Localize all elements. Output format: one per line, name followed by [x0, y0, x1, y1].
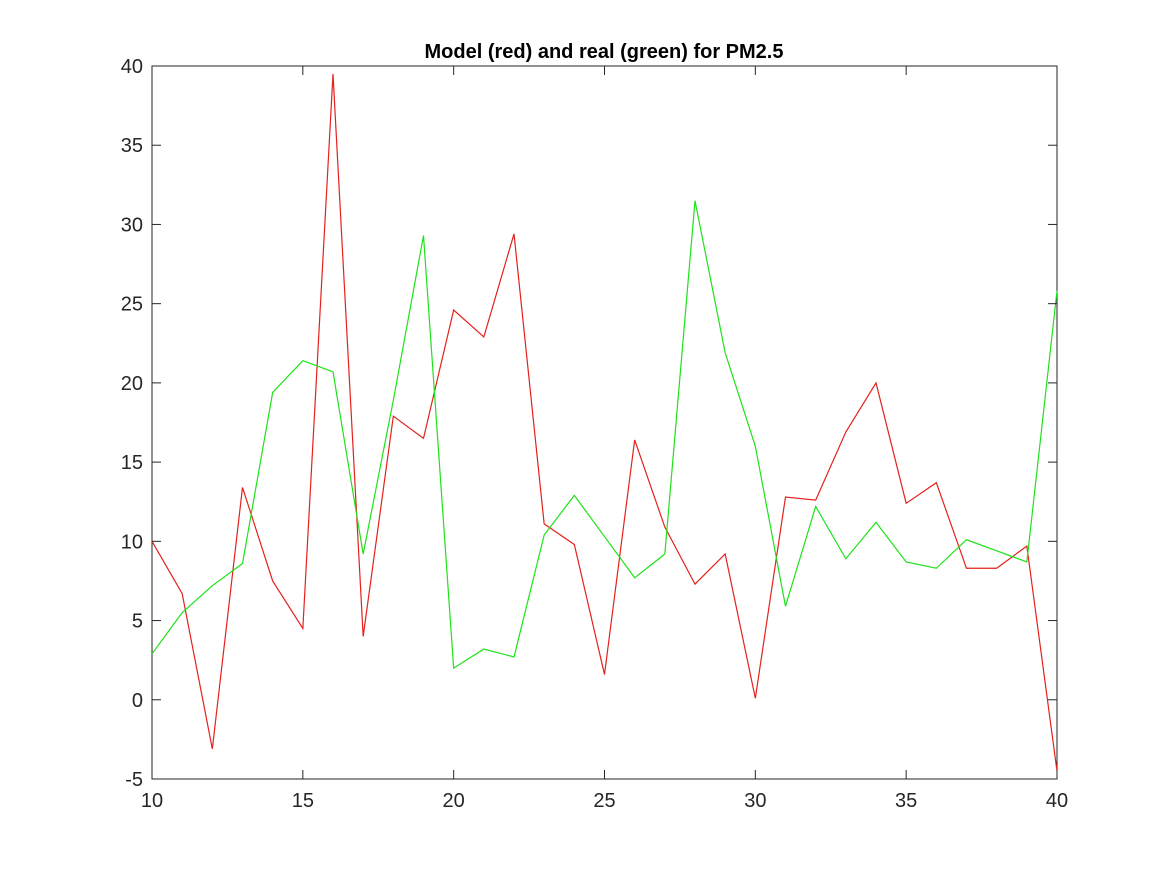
chart-title: Model (red) and real (green) for PM2.5 — [425, 41, 784, 63]
y-tick-label: 20 — [121, 373, 143, 395]
x-tick-label: 20 — [443, 790, 465, 812]
y-tick-label: 40 — [121, 56, 143, 78]
y-tick-label: 5 — [132, 611, 143, 633]
y-tick-label: 0 — [132, 690, 143, 712]
axis-layer: 10 15 20 25 30 35 40 -5 0 5 10 15 20 25 30 35 40 — [121, 56, 1068, 812]
y-tick-label: 10 — [121, 531, 143, 553]
y-tick-label: -5 — [125, 769, 143, 791]
x-tick-label: 25 — [593, 790, 615, 812]
series-layer — [151, 73, 1058, 772]
x-tick-label: 35 — [895, 790, 917, 812]
y-tick-label: 15 — [121, 452, 143, 474]
plot-area-frame — [151, 65, 1058, 780]
y-tick-label: 30 — [121, 214, 143, 236]
series-line-model — [151, 73, 1058, 772]
x-tick-label: 30 — [744, 790, 766, 812]
y-tick-label: 35 — [121, 135, 143, 157]
series-line-real — [151, 200, 1058, 670]
x-tick-label: 15 — [292, 790, 314, 812]
y-tick-label: 25 — [121, 294, 143, 316]
x-tick-label: 40 — [1046, 790, 1068, 812]
x-tick-label: 10 — [141, 790, 163, 812]
